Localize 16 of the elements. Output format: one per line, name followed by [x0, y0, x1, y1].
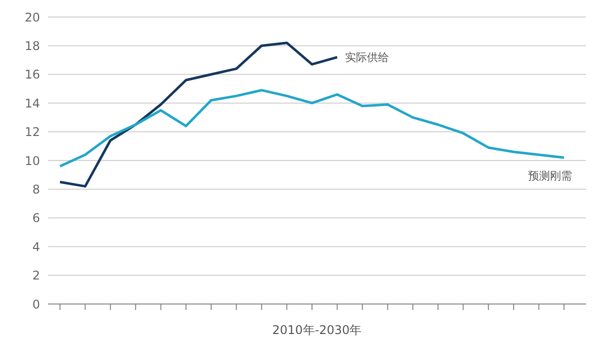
y-tick-label: 4	[32, 240, 40, 254]
line-series	[58, 42, 338, 188]
y-tick-label: 8	[32, 182, 40, 196]
y-tick-label: 16	[24, 68, 40, 82]
y-tick-label: 2	[32, 268, 40, 283]
series-label: 预测刚需	[528, 170, 572, 183]
y-tick-label: 20	[24, 10, 40, 24]
line-series	[58, 88, 566, 168]
y-tick-label: 14	[24, 96, 40, 110]
y-tick-label: 18	[24, 38, 40, 53]
y-tick-label: 6	[32, 211, 40, 226]
x-axis-title: 2010年-2030年	[272, 323, 362, 337]
y-tick-label: 0	[32, 297, 40, 312]
series-label: 实际供给	[345, 51, 390, 64]
y-tick-label: 12	[24, 125, 40, 140]
y-tick-label: 10	[24, 154, 40, 168]
